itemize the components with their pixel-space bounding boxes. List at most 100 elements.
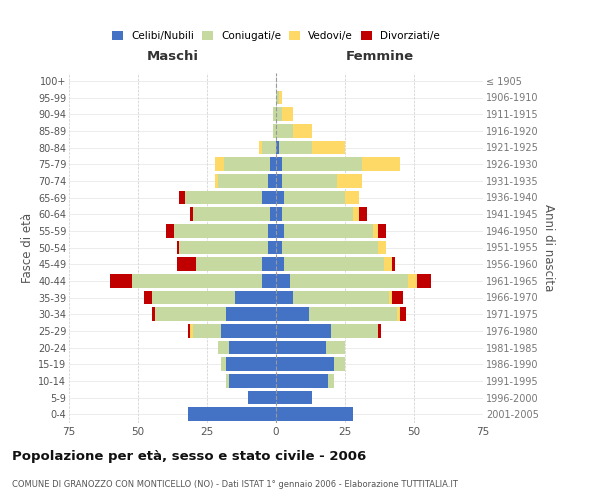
Bar [152,308,155,321]
Bar [281,158,362,171]
Bar [326,340,345,354]
Bar [221,358,226,371]
Bar [226,374,229,388]
Bar [281,240,378,254]
Bar [218,340,229,354]
Bar [362,158,400,171]
Bar [276,374,328,388]
Bar [188,324,190,338]
Text: Femmine: Femmine [346,50,413,62]
Bar [143,290,152,304]
Bar [133,274,262,287]
Bar [276,274,290,287]
Bar [345,190,359,204]
Bar [273,108,276,121]
Bar [389,290,392,304]
Bar [417,274,431,287]
Bar [279,90,281,104]
Bar [400,308,406,321]
Bar [281,174,337,188]
Bar [229,340,276,354]
Bar [281,208,353,221]
Bar [276,324,331,338]
Bar [179,190,185,204]
Bar [409,274,417,287]
Bar [276,240,281,254]
Bar [276,90,279,104]
Bar [152,290,235,304]
Bar [229,374,276,388]
Bar [185,190,262,204]
Bar [276,158,281,171]
Bar [397,308,400,321]
Bar [262,258,276,271]
Bar [224,158,271,171]
Bar [284,224,373,237]
Bar [235,290,276,304]
Bar [293,290,389,304]
Bar [221,324,276,338]
Bar [378,324,381,338]
Bar [176,258,196,271]
Bar [392,258,395,271]
Bar [268,174,276,188]
Bar [262,140,276,154]
Bar [271,208,276,221]
Bar [196,258,262,271]
Y-axis label: Anni di nascita: Anni di nascita [542,204,556,291]
Bar [276,258,284,271]
Bar [276,340,326,354]
Bar [226,308,276,321]
Bar [281,108,293,121]
Bar [359,208,367,221]
Text: Maschi: Maschi [146,50,199,62]
Bar [174,224,268,237]
Bar [276,174,281,188]
Bar [276,358,334,371]
Bar [262,190,276,204]
Bar [190,208,193,221]
Bar [276,308,309,321]
Bar [276,224,284,237]
Bar [337,174,362,188]
Bar [276,290,293,304]
Bar [215,174,218,188]
Bar [378,240,386,254]
Bar [309,308,397,321]
Bar [276,190,284,204]
Bar [259,140,262,154]
Text: Popolazione per età, sesso e stato civile - 2006: Popolazione per età, sesso e stato civil… [12,450,366,463]
Bar [155,308,226,321]
Bar [215,158,224,171]
Bar [373,224,378,237]
Bar [190,324,193,338]
Bar [193,208,271,221]
Bar [276,108,281,121]
Bar [226,358,276,371]
Y-axis label: Fasce di età: Fasce di età [20,212,34,282]
Bar [331,324,378,338]
Bar [268,224,276,237]
Bar [176,240,179,254]
Bar [279,140,312,154]
Bar [312,140,345,154]
Bar [276,124,293,138]
Bar [276,390,312,404]
Bar [262,274,276,287]
Bar [188,408,276,421]
Text: COMUNE DI GRANOZZO CON MONTICELLO (NO) - Dati ISTAT 1° gennaio 2006 - Elaborazio: COMUNE DI GRANOZZO CON MONTICELLO (NO) -… [12,480,458,489]
Bar [276,140,279,154]
Bar [334,358,345,371]
Bar [273,124,276,138]
Bar [383,258,392,271]
Legend: Celibi/Nubili, Coniugati/e, Vedovi/e, Divorziati/e: Celibi/Nubili, Coniugati/e, Vedovi/e, Di… [110,28,442,43]
Bar [268,240,276,254]
Bar [328,374,334,388]
Bar [284,258,383,271]
Bar [166,224,174,237]
Bar [276,208,281,221]
Bar [392,290,403,304]
Bar [293,124,312,138]
Bar [290,274,409,287]
Bar [378,224,386,237]
